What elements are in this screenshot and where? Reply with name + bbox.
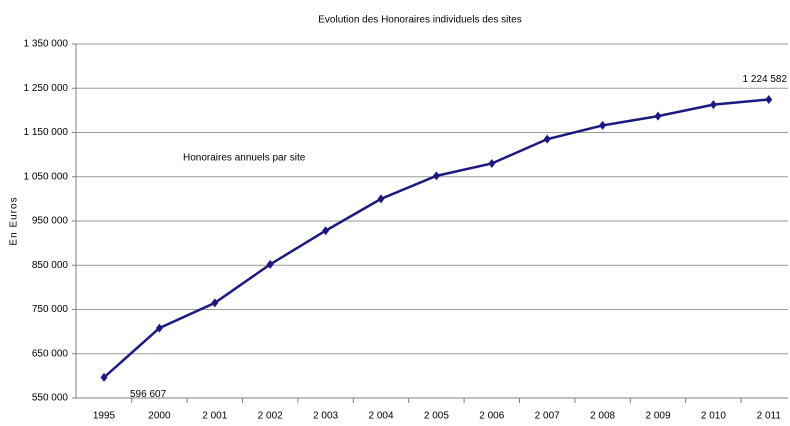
x-tick-label: 2 008 (590, 411, 615, 422)
y-tick-label: 1 050 000 (24, 171, 69, 182)
point-marker (266, 259, 274, 269)
y-tick-label: 850 000 (32, 260, 69, 271)
x-tick-label: 2 001 (202, 411, 227, 422)
x-tick-label: 2 011 (757, 411, 782, 422)
y-tick-label: 950 000 (32, 216, 69, 227)
x-tick-label: 2 007 (535, 411, 560, 422)
data-label: 1 224 582 (743, 74, 788, 85)
annotation: Honoraires annuels par site (183, 153, 306, 164)
point-marker (155, 323, 163, 333)
x-tick-label: 2 002 (258, 411, 283, 422)
x-tick-label: 2000 (148, 411, 171, 422)
y-axis-label: En Euros (9, 196, 20, 245)
x-tick-label: 2 005 (424, 411, 449, 422)
x-tick-label: 2 010 (701, 411, 726, 422)
chart-title: Evolution des Honoraires individuels des… (318, 15, 521, 26)
point-marker (432, 171, 440, 181)
x-tick-label: 2 009 (645, 411, 670, 422)
point-marker (211, 298, 219, 308)
series-line (103, 98, 769, 379)
point-marker (377, 194, 385, 204)
point-marker (543, 134, 551, 144)
y-tick-label: 550 000 (32, 393, 69, 404)
point-marker (488, 158, 496, 168)
y-tick-label: 1 150 000 (24, 127, 69, 138)
point-marker (654, 111, 662, 121)
y-tick-label: 650 000 (32, 348, 69, 359)
x-tick-label: 1995 (93, 411, 116, 422)
y-tick-label: 750 000 (32, 304, 69, 315)
point-marker (322, 226, 330, 236)
point-marker (709, 100, 717, 110)
x-tick-label: 2 003 (313, 411, 338, 422)
data-label: 596 607 (130, 389, 167, 400)
y-tick-label: 1 250 000 (24, 83, 69, 94)
point-marker (599, 120, 607, 130)
point-marker (765, 94, 773, 104)
x-tick-label: 2 004 (368, 411, 393, 422)
point-marker (100, 372, 108, 382)
y-tick-label: 1 350 000 (24, 39, 69, 50)
x-tick-label: 2 006 (479, 411, 504, 422)
